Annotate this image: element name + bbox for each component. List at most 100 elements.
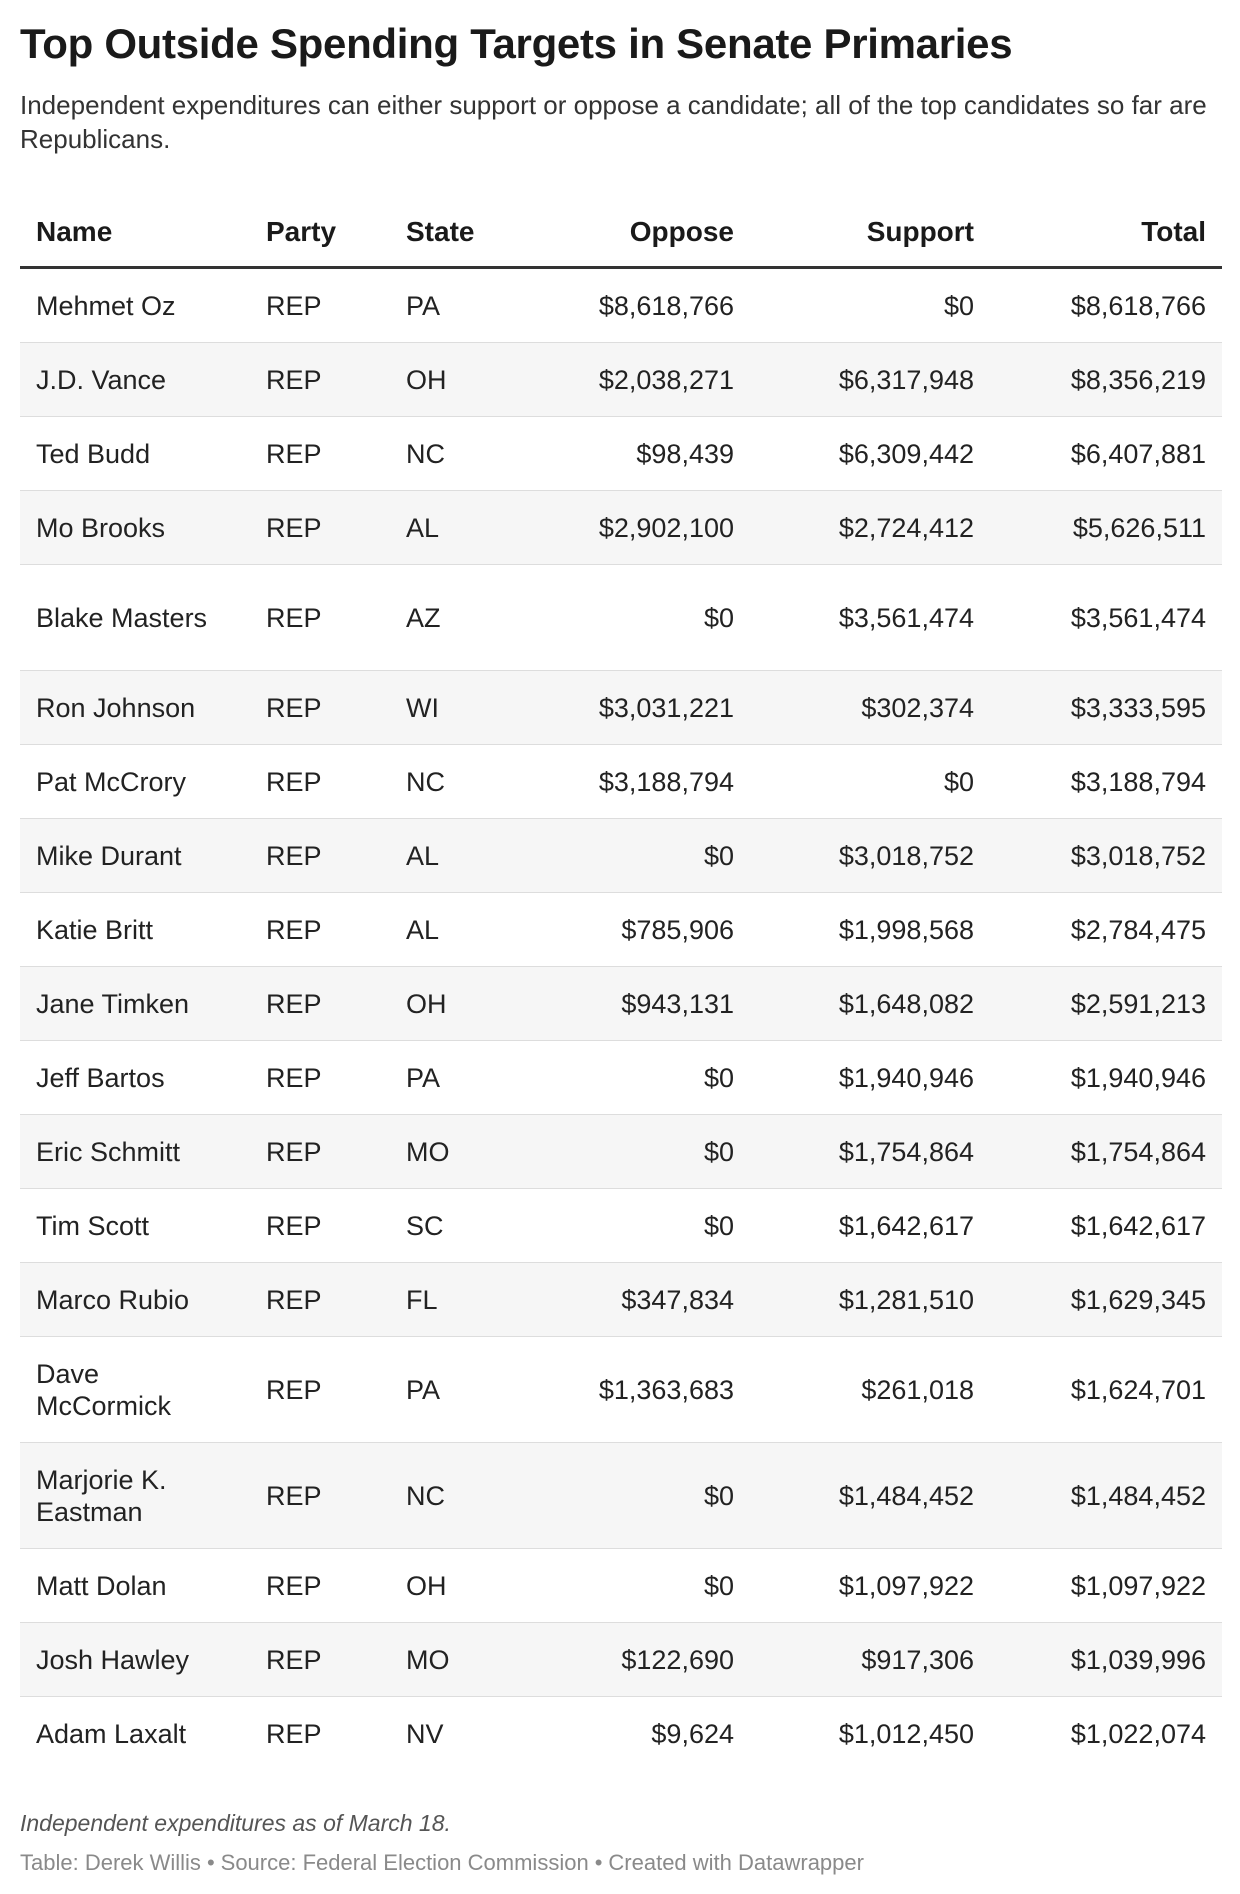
cell-total: $1,484,452 [990,1442,1222,1549]
table-row: Mike Durant REP AL $0 $3,018,752 $3,018,752 [20,818,1222,893]
cell-oppose: $0 [520,564,750,671]
cell-oppose: $122,690 [520,1622,750,1697]
cell-state: AZ [390,564,520,671]
cell-total: $3,333,595 [990,670,1222,745]
cell-support: $1,012,450 [838,1718,974,1749]
cell-name: Eric Schmitt [20,1114,250,1189]
cell-party: REP [250,892,390,967]
cell-oppose: $0 [520,1188,750,1263]
cell-party: REP [250,267,390,343]
cell-name: Katie Britt [20,892,250,967]
cell-name: Jeff Bartos [20,1040,250,1115]
cell-oppose: $0 [520,1040,750,1115]
cell-state: OH [390,342,520,417]
chart-subtitle: Independent expenditures can either supp… [20,90,1207,154]
cell-oppose: $785,906 [520,892,750,967]
cell-support: $0 [750,267,990,343]
table-row: Dave McCormick REP PA $1,363,683 $261,018 $1,… [20,1336,1222,1443]
column-header-oppose[interactable]: Oppose [520,198,750,269]
table-row: Mehmet Oz REP PA $8,618,766 $0 $8,618,766 [20,267,1222,343]
cell-total: $1,642,617 [990,1188,1222,1263]
cell-total: $1,097,922 [990,1548,1222,1623]
cell-total: $8,618,766 [990,267,1222,343]
cell-total: $5,626,511 [990,490,1222,565]
cell-party: REP [250,1262,390,1337]
cell-name: Ted Budd [20,416,250,491]
cell-name: Mehmet Oz [20,267,250,343]
column-header-total[interactable]: Total [990,198,1222,269]
cell-state: MO [390,1622,520,1697]
cell-party: REP [250,416,390,491]
cell-state: AL [390,490,520,565]
cell-party: REP [250,1114,390,1189]
cell-support: $302,374 [750,670,990,745]
cell-support: $1,281,510 [750,1262,990,1337]
cell-total: $2,591,213 [990,966,1222,1041]
column-header-state[interactable]: State [390,198,520,269]
cell-state: NC [390,1442,520,1549]
cell-oppose: $98,439 [520,416,750,491]
table-row: Adam Laxalt REP NV $9,624 $1,012,450 $1,022,0… [20,1697,1222,1771]
column-header-name[interactable]: Name [20,198,250,269]
cell-name: Ron Johnson [20,670,250,745]
cell-support: $1,998,568 [750,892,990,967]
cell-state: WI [390,670,520,745]
cell-state: OH [390,966,520,1041]
cell-support: $3,561,474 [750,564,990,671]
table-row: Ron Johnson REP WI $3,031,221 $302,374 $3,333… [20,670,1222,745]
table-row: Jeff Bartos REP PA $0 $1,940,946 $1,940,946 [20,1040,1222,1115]
cell-state: MO [390,1114,520,1189]
cell-state: OH [390,1548,520,1623]
cell-name: Marjorie K. Eastman [20,1442,250,1549]
cell-party: REP [250,1548,390,1623]
cell-party: REP [266,1718,322,1749]
cell-state: SC [390,1188,520,1263]
cell-support: $1,642,617 [750,1188,990,1263]
cell-oppose: $347,834 [520,1262,750,1337]
cell-party: REP [250,670,390,745]
table-row: Pat McCrory REP NC $3,188,794 $0 $3,188,794 [20,744,1222,819]
cell-support: $1,484,452 [750,1442,990,1549]
cell-state: PA [390,1336,520,1443]
cell-party: REP [250,490,390,565]
cell-support: $6,317,948 [750,342,990,417]
cell-state: FL [390,1262,520,1337]
cell-support: $1,648,082 [750,966,990,1041]
cell-oppose: $2,038,271 [520,342,750,417]
cell-oppose: $3,031,221 [520,670,750,745]
byline-table: Table: Derek Willis [20,1850,201,1875]
cell-state: NV [406,1718,444,1749]
cell-party: REP [250,744,390,819]
footnote: Independent expenditures as of March 18. [20,1810,451,1836]
cell-total: $8,356,219 [990,342,1222,417]
cell-name: Adam Laxalt [36,1718,187,1749]
cell-total: $1,629,345 [990,1262,1222,1337]
cell-name: Dave McCormick [20,1336,250,1443]
table-body: Mehmet Oz REP PA $8,618,766 $0 $8,618,766 J.D.… [20,267,1222,1771]
column-header-support[interactable]: Support [750,198,990,269]
cell-oppose: $3,188,794 [520,744,750,819]
cell-oppose: $0 [520,818,750,893]
cell-name: Jane Timken [20,966,250,1041]
cell-support: $1,940,946 [750,1040,990,1115]
cell-oppose: $1,363,683 [520,1336,750,1443]
cell-total: $1,039,996 [990,1622,1222,1697]
cell-state: AL [390,818,520,893]
cell-party: REP [250,564,390,671]
cell-oppose: $0 [520,1548,750,1623]
table-row: Marco Rubio REP FL $347,834 $1,281,510 $1,629… [20,1262,1222,1337]
byline: Table: Derek Willis • Source: Federal Elec… [20,1850,864,1876]
table-row: Josh Hawley REP MO $122,690 $917,306 $1,039,9… [20,1622,1222,1697]
cell-state: NC [390,416,520,491]
column-header-party[interactable]: Party [250,198,390,269]
cell-support: $0 [750,744,990,819]
cell-party: REP [250,342,390,417]
table-row: Matt Dolan REP OH $0 $1,097,922 $1,097,922 [20,1548,1222,1623]
table-row: Blake Masters REP AZ $0 $3,561,474 $3,561,474 [20,564,1222,671]
cell-support: $261,018 [750,1336,990,1443]
cell-name: Mike Durant [20,818,250,893]
cell-party: REP [250,1336,390,1443]
cell-name: Marco Rubio [20,1262,250,1337]
spending-table: Name Party State Oppose Support Total Me… [20,198,1222,1770]
